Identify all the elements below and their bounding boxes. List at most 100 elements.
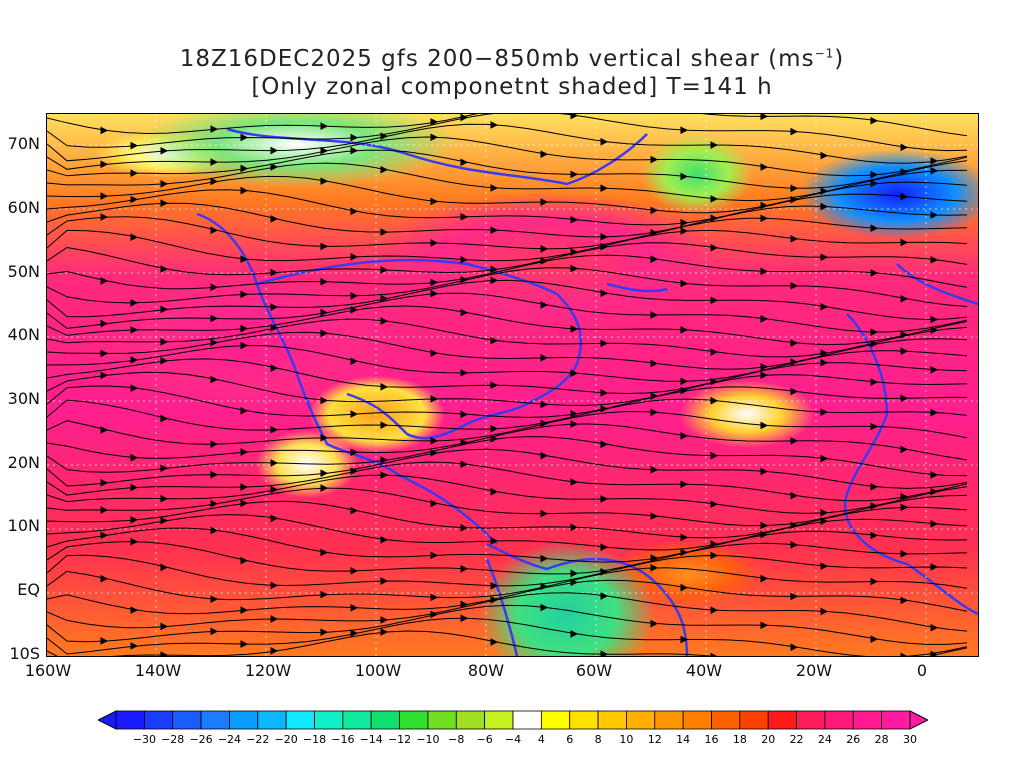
- streamline-arrow: [100, 574, 109, 583]
- streamline-arrow: [460, 600, 469, 609]
- streamline: [47, 541, 968, 575]
- streamline-arrow: [820, 508, 829, 517]
- lon-label-0: 0: [916, 661, 928, 680]
- streamline-arrow: [570, 523, 579, 532]
- colorbar-bin: [569, 710, 599, 730]
- streamline-arrow: [790, 437, 799, 445]
- streamline-arrow: [870, 422, 879, 431]
- colorbar-label: 30: [903, 733, 917, 746]
- streamline-arrow: [600, 592, 609, 600]
- streamline-arrow: [790, 281, 799, 290]
- streamline-arrow: [540, 245, 549, 253]
- streamline-arrow: [680, 432, 689, 440]
- streamline-arrow: [760, 530, 769, 539]
- streamline-arrow: [900, 167, 909, 176]
- colorbar-bin: [597, 710, 627, 730]
- streamline-arrow: [320, 177, 329, 185]
- streamline: [47, 410, 968, 445]
- streamline-arrow: [380, 628, 389, 636]
- streamline: [47, 216, 968, 250]
- streamline-arrow: [350, 448, 359, 457]
- streamline-arrow: [320, 146, 329, 155]
- colorbar-bin: [229, 710, 259, 730]
- colorbar: [98, 710, 928, 730]
- coastlines: [196, 127, 978, 656]
- streamline-arrow: [240, 640, 249, 648]
- colorbar-label: 14: [676, 733, 691, 746]
- streamline-arrow: [240, 406, 249, 415]
- streamline-arrow: [930, 166, 939, 175]
- streamline-arrow: [570, 409, 579, 418]
- streamline-arrow: [760, 467, 769, 476]
- streamline-arrow: [430, 118, 439, 126]
- streamline: [47, 604, 968, 645]
- streamline-arrow: [210, 338, 219, 347]
- streamline-arrow: [820, 454, 829, 463]
- streamline-arrow: [270, 615, 279, 623]
- streamline-arrow: [160, 464, 169, 473]
- streamline-arrow: [710, 551, 719, 560]
- streamline: [47, 189, 968, 226]
- streamline-arrow: [270, 215, 279, 223]
- colorbar-label: −4: [504, 733, 522, 746]
- colorbar-bin: [824, 710, 854, 730]
- streamline-arrow: [350, 291, 359, 300]
- lat-label-10s: 10S: [9, 644, 40, 663]
- streamline: [47, 344, 968, 382]
- streamline-arrow: [870, 179, 879, 188]
- streamline-arrow: [710, 500, 719, 509]
- streamline-arrow: [240, 556, 249, 565]
- streamline-arrow: [930, 315, 939, 324]
- streamline-arrow: [820, 358, 829, 367]
- streamline: [47, 487, 968, 527]
- streamline-arrow: [430, 437, 439, 445]
- streamline-arrow: [210, 375, 219, 384]
- streamline-arrow: [380, 228, 389, 236]
- streamline-arrow: [460, 410, 469, 419]
- streamline-arrow: [930, 563, 939, 571]
- streamline-arrow: [270, 425, 279, 434]
- streamline-arrow: [650, 408, 659, 417]
- streamline-arrow: [350, 506, 359, 515]
- colorbar-label: 6: [566, 733, 574, 746]
- colorbar-label: −14: [359, 733, 383, 746]
- streamline-arrow: [160, 356, 169, 365]
- streamline-arrow: [900, 503, 909, 512]
- streamline-arrow: [710, 396, 719, 405]
- streamline-arrow: [820, 562, 829, 570]
- streamline-arrow: [900, 596, 909, 605]
- streamline-arrow: [460, 524, 469, 532]
- streamline-arrow: [540, 419, 549, 428]
- colorbar-bin: [796, 710, 826, 730]
- streamline-arrow: [430, 499, 439, 508]
- streamline-arrow: [460, 614, 469, 623]
- colorbar-label: 18: [732, 733, 747, 746]
- streamline-arrow: [240, 499, 249, 508]
- colorbar-bin: [484, 710, 514, 730]
- streamline-arrow: [320, 122, 329, 131]
- streamline-arrow: [460, 213, 469, 221]
- streamline-arrow: [650, 619, 659, 628]
- streamline-arrow: [380, 456, 389, 464]
- map-title-line-1: 18Z16DEC2025 gfs 200−850mb vertical shea…: [179, 46, 845, 72]
- streamline-arrow: [870, 502, 879, 510]
- streamline-arrow: [540, 257, 549, 265]
- streamline-arrow: [380, 294, 389, 303]
- streamline-arrow: [270, 324, 279, 332]
- streamline-arrow: [680, 126, 689, 135]
- colorbar-bin: [200, 710, 230, 730]
- streamline-arrow: [350, 603, 359, 612]
- colorbar-label: 26: [846, 733, 861, 746]
- streamline-arrow: [790, 358, 799, 366]
- streamline: [47, 385, 967, 418]
- streamline-arrow: [460, 255, 469, 264]
- streamline-arrow: [270, 303, 279, 311]
- streamline-arrow: [160, 265, 169, 273]
- streamline-arrow: [820, 349, 829, 357]
- streamline: [47, 617, 968, 656]
- colorbar-bin: [852, 710, 883, 730]
- streamline-arrow: [160, 180, 169, 188]
- streamline-arrow: [900, 550, 909, 558]
- streamline: [47, 202, 968, 238]
- streamline-arrow: [760, 362, 769, 371]
